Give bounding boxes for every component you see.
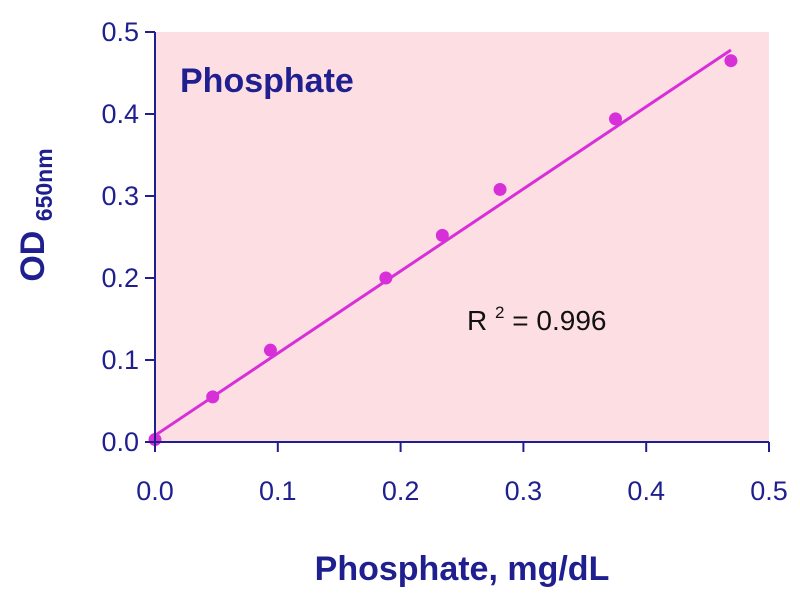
x-tick-label: 0.4 [627,476,665,506]
fit-line [154,48,732,437]
y-axis-title-main: OD [14,231,52,282]
tick-labels-layer: 0.0 0.1 0.2 0.3 0.4 0.5 0.0 0.1 0.2 0.3 0.4 0.5 [101,17,787,506]
r-squared-base: R [467,305,487,336]
plot-area [155,32,769,442]
y-tick-label: 0.4 [101,99,139,129]
x-tick-label: 0.1 [259,476,297,506]
data-point [206,390,220,404]
chart-title: Phosphate [180,62,354,100]
y-axis-title: OD 650nm [14,148,57,281]
y-axis-title-subscript: 650nm [31,148,57,221]
r-squared-annotation: R 2 = 0.996 [467,293,606,336]
x-tick-label: 0.5 [750,476,788,506]
r-squared-superscript: 2 [495,303,504,322]
x-tick-label: 0.3 [505,476,543,506]
data-point [379,271,393,285]
axes-layer [145,31,770,452]
data-point [724,54,738,68]
x-axis-title: Phosphate, mg/dL [315,550,610,588]
data-point [435,228,449,242]
r-squared-value: = 0.996 [512,305,606,336]
x-tick-label: 0.2 [382,476,420,506]
data-point [493,182,507,196]
y-tick-label: 0.0 [101,427,139,457]
fit-line-layer [154,48,732,437]
data-point [609,112,622,126]
x-tick-label: 0.0 [136,476,174,506]
y-tick-label: 0.3 [101,181,139,211]
y-tick-label: 0.5 [101,17,139,47]
y-tick-label: 0.2 [101,263,139,293]
y-tick-label: 0.1 [101,345,139,375]
data-point [263,343,277,357]
